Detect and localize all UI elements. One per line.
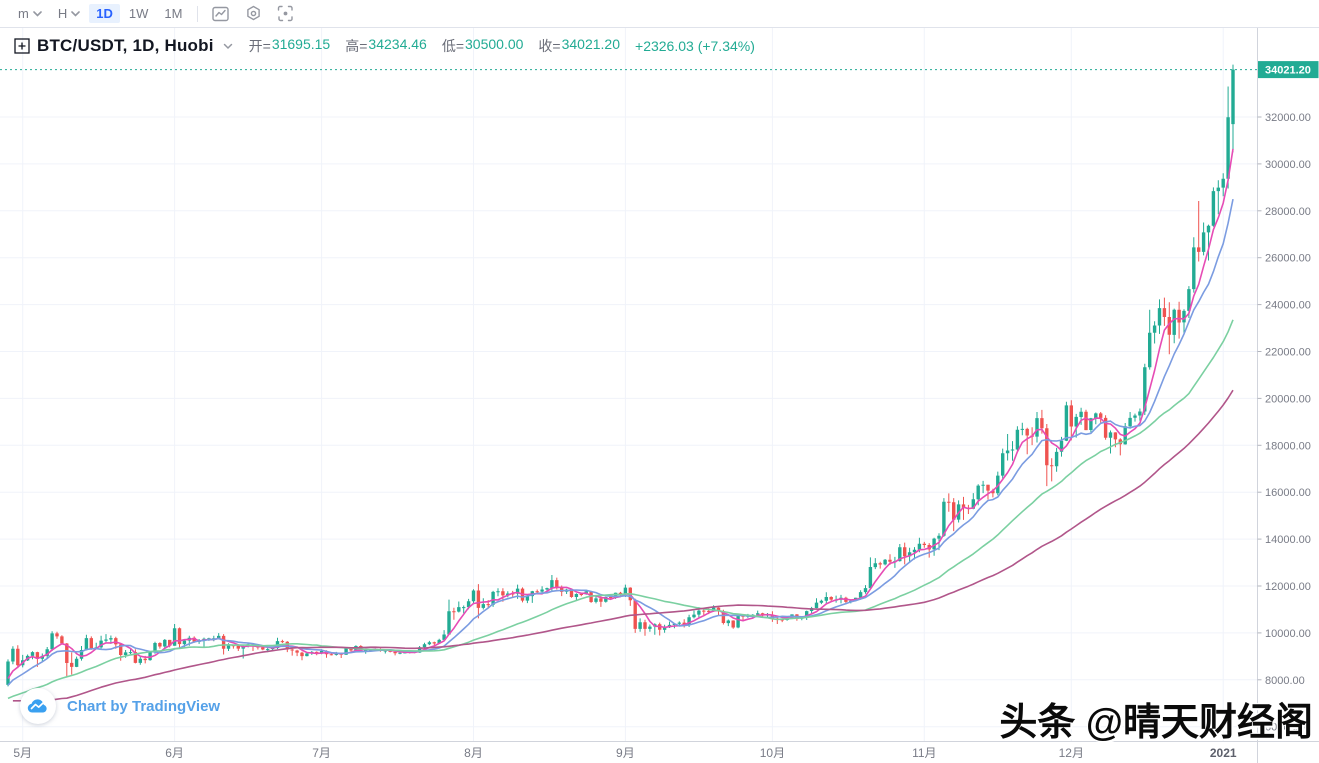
price-tick-label: 32000.00 [1265, 112, 1311, 124]
last-price-badge-rect [1258, 61, 1319, 79]
symbol-button[interactable]: BTC/USDT, 1D, Huobi [14, 36, 233, 56]
time-tick-label: 5月 [13, 746, 32, 760]
grid-vertical [22, 28, 1224, 741]
price-tick-label: 16000.00 [1265, 487, 1311, 499]
screenshot-icon[interactable] [272, 3, 298, 25]
price-tick-label: 12000.00 [1265, 581, 1311, 593]
close-stat: 收= 34021.20 [538, 36, 620, 56]
price-tick-label: 6000.00 [1265, 722, 1305, 734]
interval-button-minutes[interactable]: m [11, 4, 49, 23]
close-label: 收= [538, 38, 561, 54]
grid-plus-icon [14, 38, 30, 54]
interval-label: 1M [164, 6, 183, 21]
interval-button-1w[interactable]: 1W [122, 4, 156, 23]
grid-horizontal [0, 116, 1257, 728]
price-tick-label: 8000.00 [1265, 675, 1305, 687]
high-label: 高= [345, 38, 368, 54]
chevron-down-icon [71, 10, 81, 17]
time-tick-label: 12月 [1059, 746, 1084, 760]
time-axis[interactable]: 5月 6月 7月 8月 9月 10月 11月 12月 2021 [0, 741, 1319, 761]
ma-line-10 [7, 198, 1234, 686]
time-tick-label: 8月 [464, 746, 483, 760]
ma-line-60 [12, 389, 1234, 702]
low-stat: 低= 30500.00 [442, 36, 524, 56]
high-value: 34234.46 [368, 36, 427, 52]
interval-label: 1D [96, 6, 113, 21]
time-tick-label: 9月 [616, 746, 635, 760]
close-value: 34021.20 [561, 36, 621, 52]
price-tick-label: 28000.00 [1265, 206, 1311, 218]
time-tick-label: 2021 [1210, 746, 1237, 760]
time-tick-label: 7月 [312, 746, 331, 760]
tradingview-attribution: Chart by TradingView [20, 688, 220, 724]
interval-button-1d[interactable]: 1D [89, 4, 120, 23]
price-tick-label: 18000.00 [1265, 440, 1311, 452]
open-stat: 开= 31695.15 [249, 36, 331, 56]
candle-bodies-down [16, 247, 1201, 667]
caret-down-icon [223, 43, 233, 50]
ma-line-5 [7, 148, 1234, 679]
last-price-badge: 34021.20 [1258, 61, 1319, 79]
ma-line-30 [7, 319, 1234, 700]
time-tick-label: 10月 [760, 746, 785, 760]
symbol-title: BTC/USDT, 1D, Huobi [37, 36, 214, 55]
hexagon-settings-icon[interactable] [240, 3, 266, 25]
change-value: +2326.03 (+7.34%) [635, 38, 755, 54]
time-tick-label: 11月 [912, 746, 936, 760]
candle-wicks-down [17, 201, 1200, 677]
ohlc-stats: 开= 31695.15 高= 34234.46 低= 30500.00 收= 34021… [249, 36, 755, 56]
chevron-down-icon [33, 10, 42, 17]
interval-button-1m[interactable]: 1M [157, 4, 189, 23]
low-value: 30500.00 [465, 36, 524, 52]
price-tick-label: 26000.00 [1265, 253, 1311, 265]
interval-label: H [57, 6, 68, 21]
chart-legend: BTC/USDT, 1D, Huobi 开= 31695.15 高= 34234.4… [14, 36, 755, 56]
toolbar-separator [197, 5, 199, 22]
interval-label: m [18, 6, 29, 21]
ma-lines [7, 148, 1234, 702]
low-label: 低= [441, 38, 465, 54]
time-tick-label: 6月 [165, 746, 184, 760]
interval-button-hours[interactable]: H [51, 4, 87, 23]
price-tick-label: 10000.00 [1265, 628, 1311, 640]
price-tick-label: 30000.00 [1265, 159, 1311, 171]
chart-line-icon[interactable] [208, 3, 234, 25]
candles [6, 64, 1235, 687]
open-label: 开= [248, 38, 271, 54]
top-toolbar: m H 1D 1W 1M [0, 0, 1319, 28]
price-tick-label: 24000.00 [1265, 300, 1311, 312]
attribution-text[interactable]: Chart by TradingView [67, 697, 221, 715]
open-value: 31695.15 [271, 36, 331, 52]
interval-label: 1W [128, 6, 149, 21]
tradingview-cloud-icon[interactable] [20, 688, 56, 724]
price-tick-label: 22000.00 [1265, 347, 1311, 359]
price-tick-label: 20000.00 [1265, 393, 1311, 405]
price-tick-label: 14000.00 [1265, 534, 1311, 546]
high-stat: 高= 34234.46 [345, 36, 427, 56]
last-price-badge-text: 34021.20 [1265, 65, 1311, 77]
price-axis[interactable]: 6000.00 8000.00 10000.00 12000.00 14000.00 16… [1257, 28, 1311, 763]
